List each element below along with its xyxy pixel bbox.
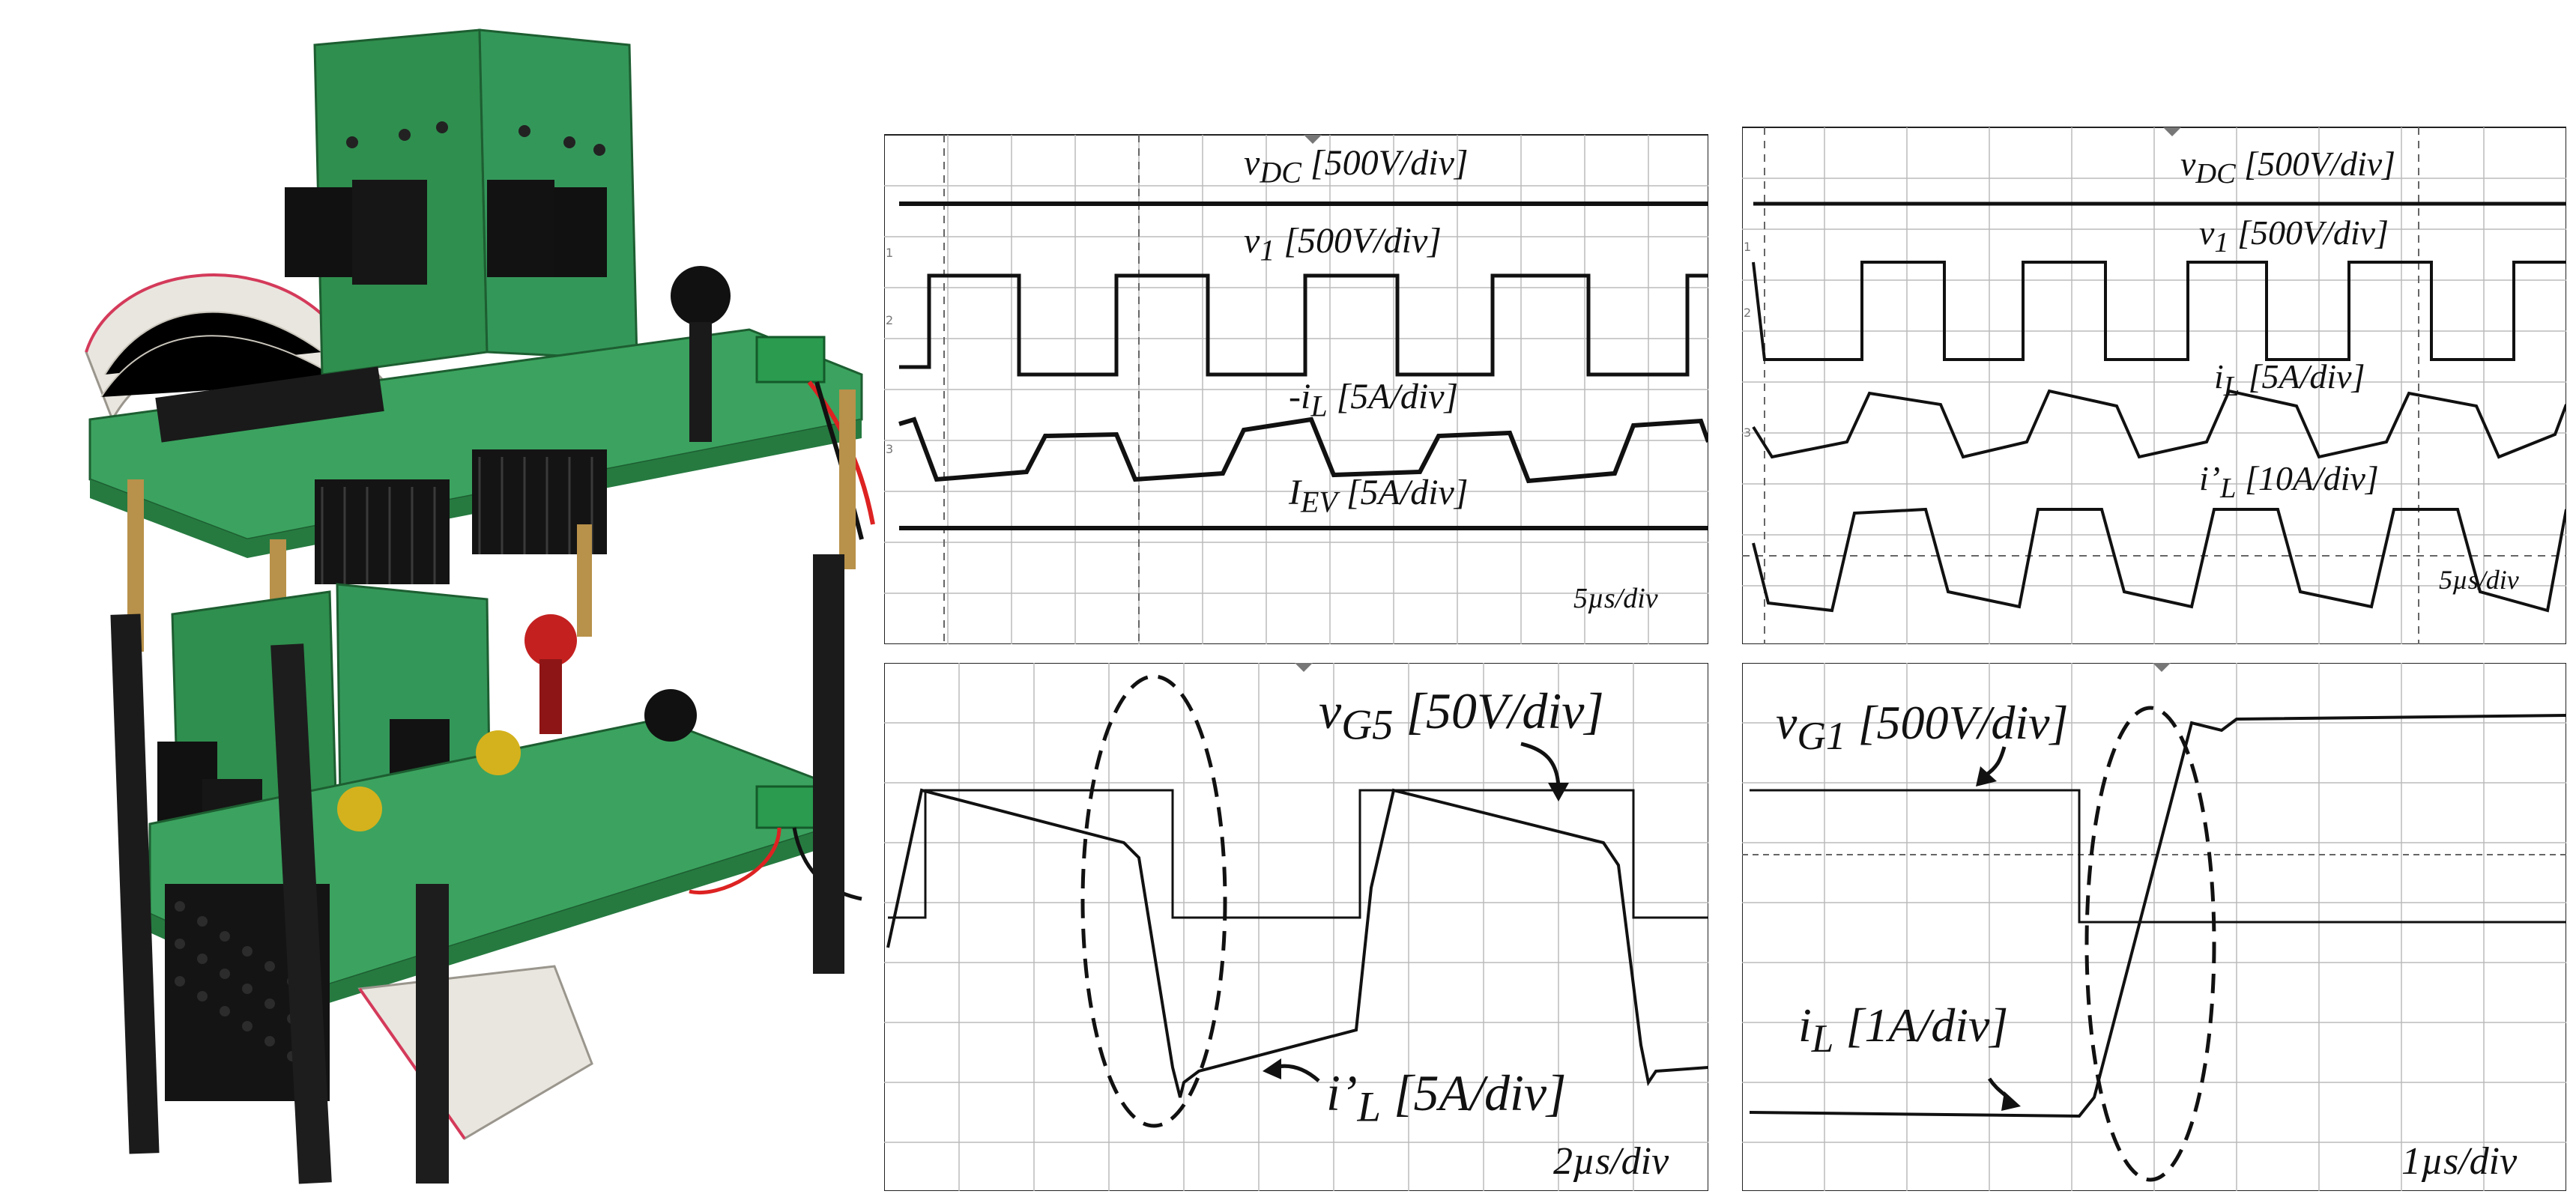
scope-d-label-il: iL [1A/div] (1798, 998, 2009, 1061)
scope-d-screen (1742, 663, 2566, 1191)
scope-d-label-vg1: vG1 [500V/div] (1776, 696, 2069, 758)
scope-b-label-v1: v1 [500V/div] (2199, 213, 2389, 259)
scope-b-label-il: iL [5A/div] (2214, 357, 2365, 403)
scope-d-timebase: 1µs/div (2401, 1140, 2518, 1183)
scope-b: 1 2 3 vDC [500V/div] v1 [500V/div] iL [5… (1742, 112, 2566, 644)
scope-a: 1 2 3 vDC [500V/div] v1 [500V/div] -iL [… (884, 112, 1708, 644)
scope-a-label-vdc: vDC [500V/div] (1244, 143, 1469, 190)
scope-a-label-il: -iL [5A/div] (1289, 377, 1459, 423)
scope-a-label-iev: IEV [5A/div] (1289, 473, 1469, 519)
scope-b-timebase: 5µs/div (2439, 565, 2519, 595)
scope-c: vG5 [50V/div] i’L [5A/div] 2µs/div (884, 663, 1708, 1191)
prototype-photo (85, 28, 875, 1184)
scope-a-timebase: 5µs/div (1573, 583, 1658, 614)
scope-c-label-ilprime: i’L [5A/div] (1326, 1064, 1567, 1131)
scope-c-label-vg5: vG5 [50V/div] (1319, 682, 1604, 749)
scope-a-screen (884, 134, 1708, 644)
scope-b-label-ilprime: i’L [10A/div] (2199, 459, 2379, 505)
scope-a-label-v1: v1 [500V/div] (1244, 221, 1442, 267)
scope-c-timebase: 2µs/div (1553, 1140, 1669, 1183)
scope-c-screen (884, 663, 1708, 1191)
scope-d: vG1 [500V/div] iL [1A/div] 1µs/div (1742, 663, 2566, 1191)
scope-b-screen (1742, 127, 2566, 644)
scope-b-label-vdc: vDC [500V/div] (2180, 145, 2396, 190)
